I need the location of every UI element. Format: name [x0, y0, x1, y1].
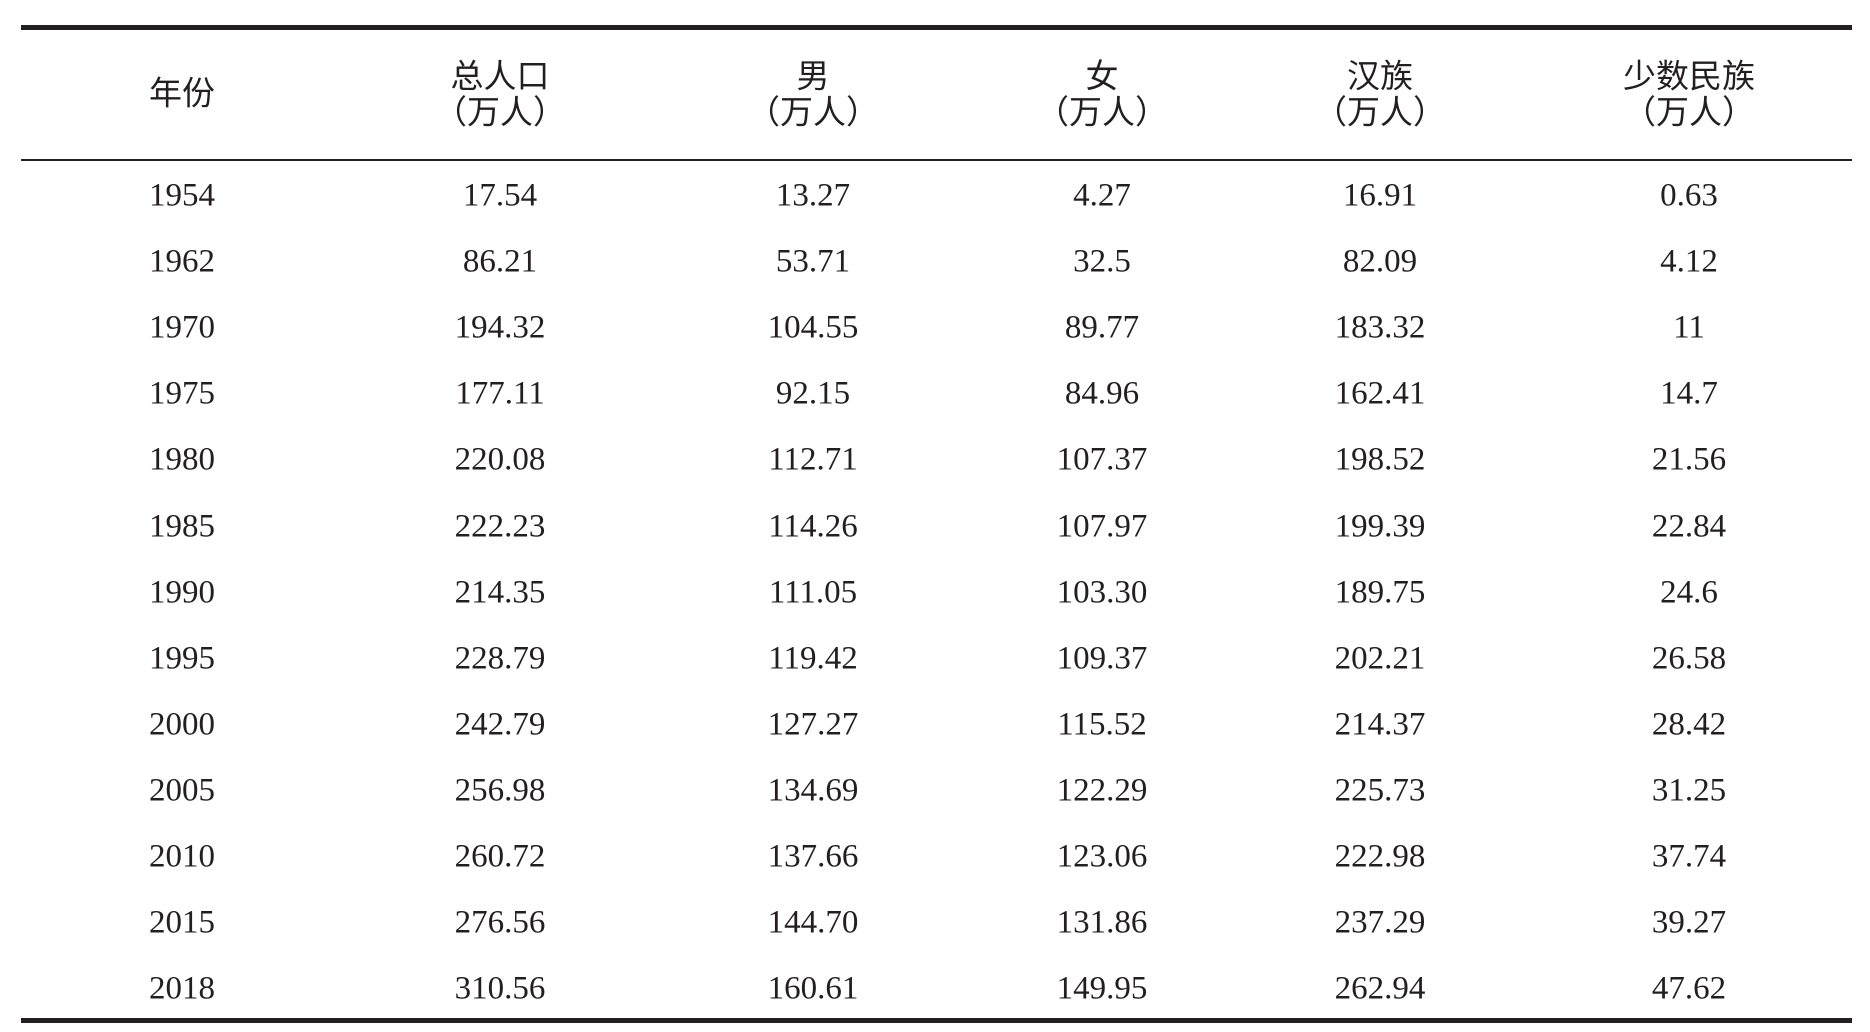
value-cell: 24.6: [1660, 574, 1718, 611]
value-cell: 115.52: [1057, 706, 1147, 743]
year-cell: 1985: [149, 508, 215, 544]
value-cell: 31.25: [1651, 772, 1727, 809]
value-cell: 14.7: [1660, 375, 1718, 412]
year-cell: 2015: [149, 904, 215, 941]
value-cell: 183.32: [1334, 309, 1426, 346]
header-name: 少数民族: [1623, 59, 1755, 96]
value-cell: 37.74: [1651, 838, 1727, 875]
value-cell: 16.91: [1342, 177, 1418, 214]
value-cell: 112.71: [768, 441, 858, 478]
value-cell: 122.29: [1056, 772, 1148, 809]
year-cell: 1954: [149, 177, 215, 214]
value-cell: 134.69: [767, 772, 859, 809]
year-cell: 1995: [149, 640, 215, 677]
value-cell: 198.52: [1334, 441, 1426, 478]
year-cell: 1975: [149, 375, 215, 412]
value-cell: 276.56: [454, 904, 546, 941]
header-name: 总人口: [450, 59, 550, 96]
value-cell: 11: [1673, 309, 1705, 346]
value-cell: 13.27: [775, 177, 851, 214]
value-cell: 114.26: [768, 508, 858, 544]
value-cell: 86.21: [462, 243, 538, 280]
value-cell: 137.66: [767, 838, 859, 875]
value-cell: 220.08: [454, 441, 546, 478]
value-cell: 32.5: [1073, 243, 1131, 280]
header-name: 女: [1085, 59, 1119, 96]
value-cell: 111.05: [768, 574, 858, 611]
value-cell: 228.79: [454, 640, 546, 677]
value-cell: 222.98: [1334, 838, 1426, 875]
value-cell: 237.29: [1334, 904, 1426, 941]
value-cell: 89.77: [1064, 309, 1140, 346]
value-cell: 119.42: [768, 640, 858, 677]
year-cell: 2000: [149, 706, 215, 743]
top-rule: [21, 25, 1852, 30]
value-cell: 22.84: [1651, 508, 1727, 544]
value-cell: 149.95: [1056, 970, 1148, 1007]
value-cell: 82.09: [1342, 243, 1418, 280]
value-cell: 0.63: [1660, 177, 1718, 214]
value-cell: 199.39: [1334, 508, 1426, 544]
year-cell: 2018: [149, 970, 215, 1007]
value-cell: 262.94: [1334, 970, 1426, 1007]
value-cell: 47.62: [1651, 970, 1727, 1007]
year-cell: 2005: [149, 772, 215, 809]
header-unit: （万人）: [1036, 95, 1168, 132]
header-unit: （万人）: [434, 95, 566, 132]
value-cell: 21.56: [1651, 441, 1727, 478]
year-cell: 2010: [149, 838, 215, 875]
header-name: 汉族: [1347, 59, 1413, 96]
value-cell: 84.96: [1064, 375, 1140, 412]
header-unit: （万人）: [1623, 95, 1755, 132]
year-cell: 1962: [149, 243, 215, 280]
header-rule: [21, 159, 1852, 161]
year-cell: 1980: [149, 441, 215, 478]
value-cell: 162.41: [1334, 375, 1426, 412]
value-cell: 214.37: [1334, 706, 1426, 743]
value-cell: 160.61: [767, 970, 859, 1007]
value-cell: 103.30: [1056, 574, 1148, 611]
value-cell: 39.27: [1651, 904, 1727, 941]
value-cell: 256.98: [454, 772, 546, 809]
value-cell: 242.79: [454, 706, 546, 743]
value-cell: 194.32: [454, 309, 546, 346]
value-cell: 144.70: [767, 904, 859, 941]
value-cell: 107.97: [1056, 508, 1148, 544]
header-unit: （万人）: [1314, 95, 1446, 132]
header-name: 男: [796, 59, 830, 96]
value-cell: 26.58: [1651, 640, 1727, 677]
value-cell: 202.21: [1334, 640, 1426, 677]
value-cell: 17.54: [462, 177, 538, 214]
value-cell: 104.55: [767, 309, 859, 346]
value-cell: 123.06: [1056, 838, 1148, 875]
value-cell: 225.73: [1334, 772, 1426, 809]
value-cell: 214.35: [454, 574, 546, 611]
header-cell: 年份: [149, 76, 215, 113]
value-cell: 4.27: [1073, 177, 1131, 214]
value-cell: 107.37: [1056, 441, 1148, 478]
value-cell: 53.71: [775, 243, 851, 280]
year-cell: 1970: [149, 309, 215, 346]
header-unit: （万人）: [747, 95, 879, 132]
value-cell: 92.15: [775, 375, 851, 412]
year-cell: 1990: [149, 574, 215, 611]
value-cell: 260.72: [454, 838, 546, 875]
value-cell: 127.27: [767, 706, 859, 743]
value-cell: 310.56: [454, 970, 546, 1007]
bottom-rule: [21, 1018, 1852, 1023]
value-cell: 109.37: [1056, 640, 1148, 677]
value-cell: 222.23: [454, 508, 546, 544]
value-cell: 189.75: [1334, 574, 1426, 611]
value-cell: 177.11: [455, 375, 545, 412]
value-cell: 131.86: [1056, 904, 1148, 941]
value-cell: 4.12: [1660, 243, 1718, 280]
value-cell: 28.42: [1651, 706, 1727, 743]
